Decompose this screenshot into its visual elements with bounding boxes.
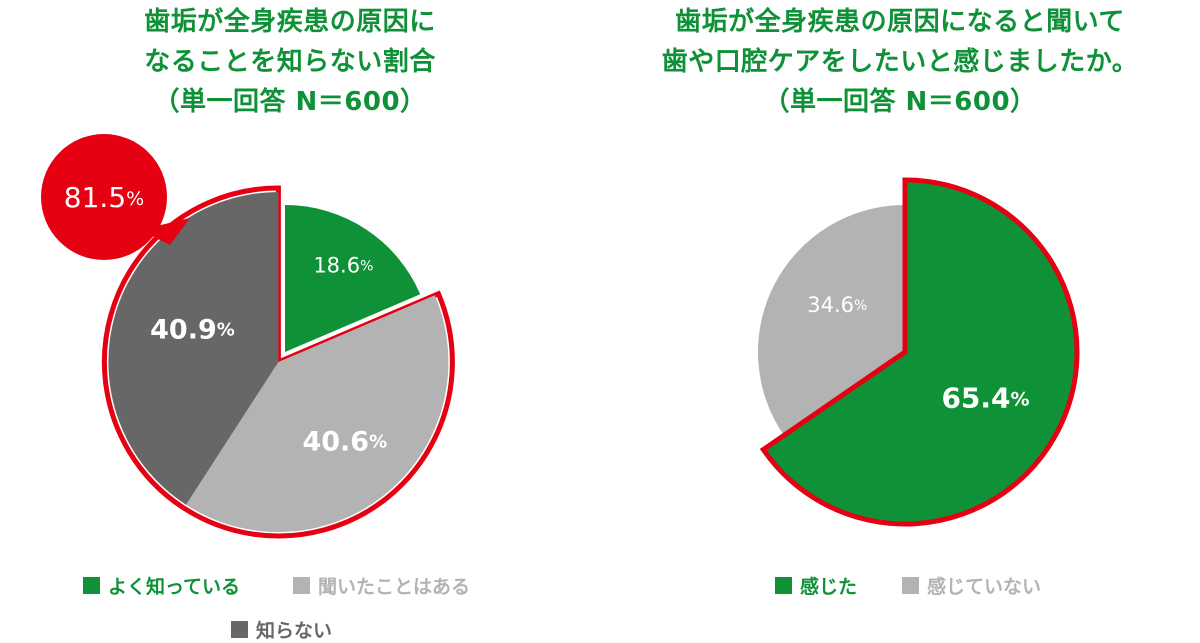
right-title-line-2: 歯や口腔ケアをしたいと感じましたか。: [661, 47, 1139, 77]
callout-bubble: 81.5%: [41, 134, 190, 260]
pie-slice-dont-know: [108, 192, 279, 505]
left-pie: 18.6%40.6%40.9%81.5%: [41, 134, 455, 539]
unit-text: %: [854, 298, 867, 314]
legend-label: 知らない: [256, 620, 333, 642]
legend-swatch-green: [775, 577, 792, 594]
unit-text: %: [126, 188, 144, 210]
legend-item-heard-of: 聞いたことはある: [293, 572, 470, 599]
legend-label: 感じていない: [927, 576, 1042, 598]
legend-label: 感じた: [800, 576, 858, 598]
left-chart-title: 歯垢が全身疾患の原因に なることを知らない割合 （単一回答 N＝600）: [60, 2, 520, 122]
label-heard-of: 40.6%: [302, 426, 387, 457]
label-dont-know: 40.9%: [150, 314, 235, 345]
label-know-well: 18.6%: [313, 254, 373, 278]
unit-text: %: [217, 320, 235, 341]
unit-text: %: [1011, 388, 1030, 410]
unit-text: %: [360, 259, 373, 275]
callout-value: 81.5%: [64, 181, 144, 214]
value-text: 65.4: [941, 382, 1010, 415]
pie-slice-felt: [759, 177, 1080, 527]
legend-item-felt: 感じた: [775, 572, 857, 599]
pie-slice-heard-of: [186, 295, 449, 533]
legend-swatch-light-gray: [293, 577, 310, 594]
pie-slice-did-not-feel: [757, 205, 905, 436]
legend-label: よく知っている: [108, 576, 241, 598]
left-title-line-1: 歯垢が全身疾患の原因に: [144, 7, 436, 37]
legend-item-dont-know: 知らない: [231, 616, 332, 643]
legend-swatch-dark-gray: [231, 621, 248, 638]
right-pie: 65.4%34.6%: [757, 177, 1080, 527]
legend-item-did-not-feel: 感じていない: [902, 572, 1041, 599]
label-did-not-feel: 34.6%: [807, 293, 867, 317]
legend-swatch-light-gray: [902, 577, 919, 594]
left-title-line-3: （単一回答 N＝600）: [153, 87, 427, 117]
callout-tail: [140, 218, 190, 245]
legend-label: 聞いたことはある: [318, 576, 471, 598]
value-text: 81.5: [64, 181, 126, 214]
legend-item-know-well: よく知っている: [83, 572, 240, 599]
callout-circle: [41, 134, 167, 260]
value-text: 18.6: [313, 254, 360, 278]
right-chart-title: 歯垢が全身疾患の原因になると聞いて 歯や口腔ケアをしたいと感じましたか。 （単一…: [630, 2, 1170, 122]
value-text: 40.9: [150, 314, 217, 345]
unit-text: %: [369, 432, 387, 453]
value-text: 40.6: [302, 426, 369, 457]
label-felt: 65.4%: [941, 382, 1029, 415]
right-title-line-1: 歯垢が全身疾患の原因になると聞いて: [675, 7, 1125, 37]
legend-swatch-green: [83, 577, 100, 594]
not-aware-group: [101, 185, 455, 539]
pie-slice-know-well: [285, 205, 421, 352]
right-title-line-3: （単一回答 N＝600）: [763, 87, 1037, 117]
left-title-line-2: なることを知らない割合: [144, 47, 436, 77]
value-text: 34.6: [807, 293, 854, 317]
